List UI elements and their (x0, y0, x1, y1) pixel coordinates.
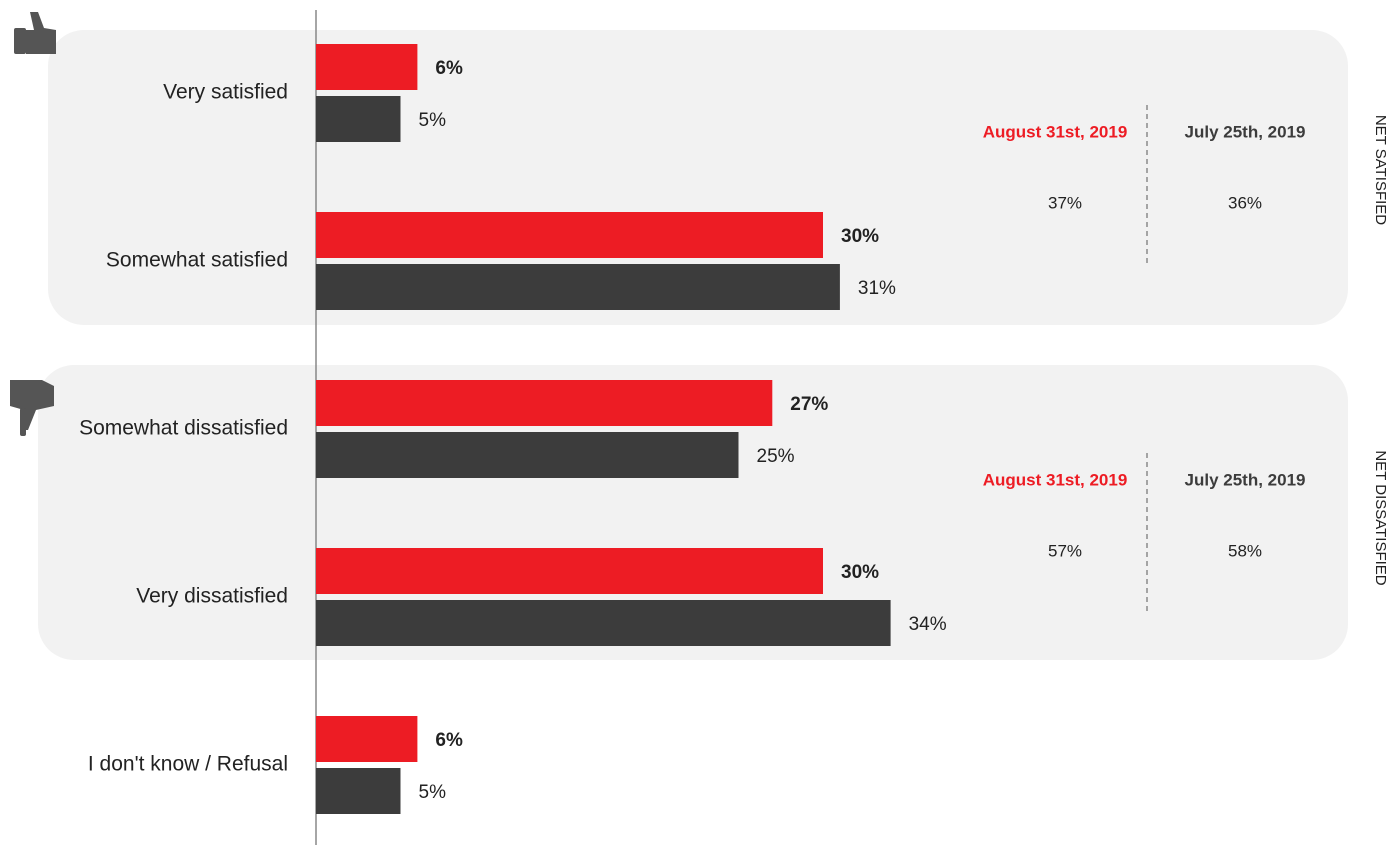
value-label: 6% (435, 730, 463, 751)
value-label: 25% (757, 446, 795, 467)
value-label: 31% (858, 278, 896, 299)
panel-header: August 31st, 2019 (983, 470, 1128, 489)
bar (316, 716, 418, 762)
category-label: I don't know / Refusal (88, 753, 288, 776)
value-label: 34% (909, 614, 947, 635)
net-value: 37% (1048, 193, 1082, 212)
bar (316, 600, 891, 646)
group-label: NET SATISFIED (1372, 115, 1389, 225)
value-label: 5% (419, 782, 447, 803)
panel-header: July 25th, 2019 (1185, 470, 1306, 489)
thumbs-down-icon (10, 380, 54, 436)
thumbs-up-icon (14, 12, 56, 54)
value-label: 27% (790, 394, 828, 415)
bar (316, 212, 823, 258)
bar (316, 96, 401, 142)
bar (316, 432, 739, 478)
bar (316, 44, 418, 90)
bar (316, 264, 840, 310)
panel-header: August 31st, 2019 (983, 122, 1128, 141)
bar (316, 380, 773, 426)
net-value: 57% (1048, 541, 1082, 560)
category-label: Very satisfied (163, 81, 288, 104)
category-label: Somewhat dissatisfied (79, 417, 288, 440)
bar (316, 768, 401, 814)
value-label: 30% (841, 226, 879, 247)
bar (316, 548, 823, 594)
panel-header: July 25th, 2019 (1185, 122, 1306, 141)
value-label: 30% (841, 562, 879, 583)
category-label: Very dissatisfied (136, 585, 288, 608)
net-value: 58% (1228, 541, 1262, 560)
group-label: NET DISSATISFIED (1372, 450, 1389, 585)
category-label: Somewhat satisfied (106, 249, 288, 272)
value-label: 6% (435, 58, 463, 79)
value-label: 5% (419, 110, 447, 131)
net-value: 36% (1228, 193, 1262, 212)
